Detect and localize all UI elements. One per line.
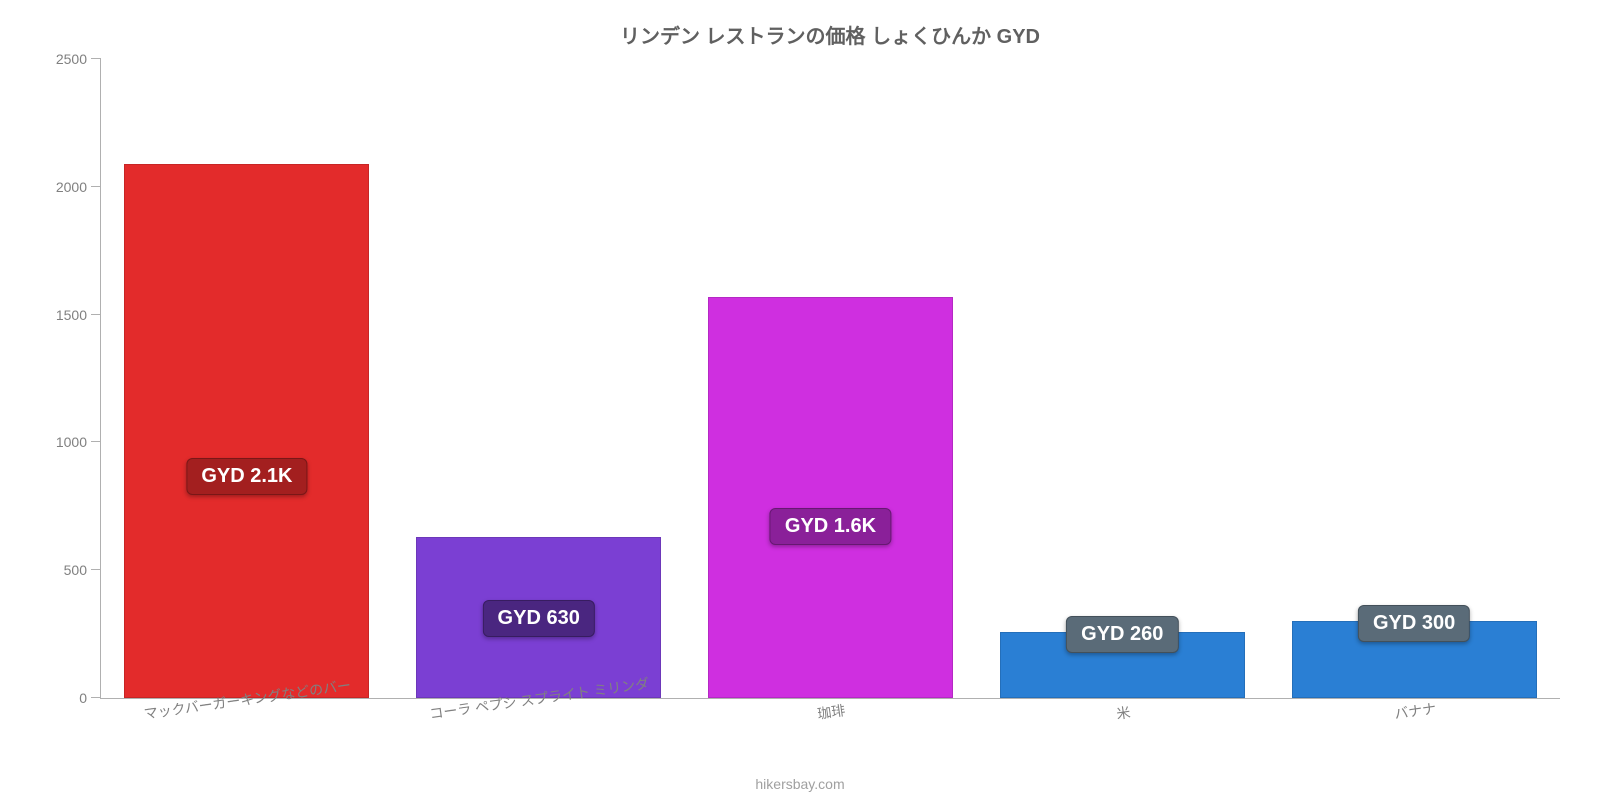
x-label-slot: コーラ ペプシ スプライト ミリンダ [393,698,685,738]
price-bar-chart: リンデン レストランの価格 しょくひんか GYD GYD 2.1K GYD 630… [0,0,1600,800]
bar-slot: GYD 2.1K [101,59,393,698]
bar: GYD 630 [416,537,661,698]
value-badge: GYD 1.6K [770,508,891,545]
bar: GYD 300 [1292,621,1537,698]
bar: GYD 2.1K [124,164,369,698]
chart-title: リンデン レストランの価格 しょくひんか GYD [100,20,1560,49]
x-axis-labels: マックバーガーキングなどのバーコーラ ペプシ スプライト ミリンダ 珈琲 米 バナナ [101,698,1560,738]
value-badge: GYD 630 [483,600,595,637]
bar: GYD 260 [1000,632,1245,698]
value-badge: GYD 260 [1066,616,1178,653]
x-axis-label: 米 [1115,702,1132,724]
x-axis-label: バナナ [1393,698,1437,724]
y-tick-label: 2500 [56,51,101,67]
x-label-slot: 珈琲 [685,698,977,738]
y-tick-label: 1500 [56,307,101,323]
value-badge: GYD 2.1K [186,458,307,495]
y-tick-label: 0 [79,690,101,706]
x-label-slot: 米 [976,698,1268,738]
bar: GYD 1.6K [708,297,953,698]
y-tick-label: 500 [64,562,101,578]
plot-area: GYD 2.1KGYD 630GYD 1.6KGYD 260GYD 300 マッ… [100,59,1560,699]
y-tick-label: 2000 [56,179,101,195]
source-credit: hikersbay.com [0,776,1600,792]
bar-slot: GYD 630 [393,59,685,698]
y-tick-label: 1000 [56,434,101,450]
value-badge: GYD 300 [1358,605,1470,642]
x-axis-label: 珈琲 [816,700,847,724]
bar-slot: GYD 1.6K [685,59,977,698]
x-label-slot: マックバーガーキングなどのバー [101,698,393,738]
bar-slot: GYD 300 [1268,59,1560,698]
bars-container: GYD 2.1K GYD 630 GYD 1.6K GYD 260 GYD 300 [101,59,1560,698]
bar-slot: GYD 260 [976,59,1268,698]
x-label-slot: バナナ [1268,698,1560,738]
